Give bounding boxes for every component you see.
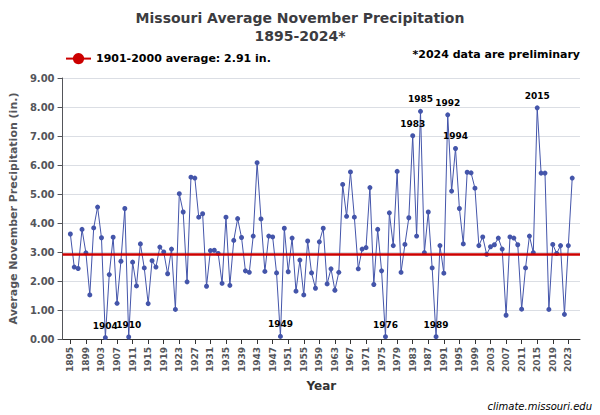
svg-text:2023: 2023	[563, 347, 573, 372]
svg-text:1975: 1975	[377, 347, 387, 372]
svg-text:1992: 1992	[435, 98, 460, 108]
svg-text:1995: 1995	[454, 347, 464, 372]
svg-text:1919: 1919	[159, 347, 169, 372]
svg-text:Average November Precipitation: Average November Precipitation (in.)	[7, 93, 20, 325]
svg-text:1904: 1904	[93, 321, 118, 331]
svg-text:1983: 1983	[408, 347, 418, 372]
svg-text:1967: 1967	[345, 347, 355, 372]
svg-text:1935: 1935	[221, 347, 231, 372]
svg-text:2015: 2015	[525, 91, 550, 101]
svg-text:1955: 1955	[299, 347, 309, 372]
svg-text:1915: 1915	[143, 347, 153, 372]
svg-text:1976: 1976	[373, 320, 398, 330]
svg-text:2007: 2007	[501, 347, 511, 372]
svg-text:1901-2000 average: 2.91 in.: 1901-2000 average: 2.91 in.	[96, 52, 271, 65]
svg-text:1931: 1931	[205, 347, 215, 372]
svg-text:1.00: 1.00	[30, 305, 55, 316]
svg-text:2011: 2011	[517, 347, 527, 372]
svg-text:*2024 data are preliminary: *2024 data are preliminary	[412, 48, 580, 61]
svg-text:1923: 1923	[174, 347, 184, 372]
svg-text:2019: 2019	[548, 347, 558, 372]
svg-text:1943: 1943	[252, 347, 262, 372]
svg-text:1971: 1971	[361, 347, 371, 372]
svg-text:1989: 1989	[424, 320, 449, 330]
svg-text:5.00: 5.00	[30, 189, 55, 200]
svg-text:2015: 2015	[532, 347, 542, 372]
svg-text:climate.missouri.edu: climate.missouri.edu	[488, 401, 592, 412]
svg-text:1999: 1999	[470, 347, 480, 372]
svg-text:7.00: 7.00	[30, 131, 55, 142]
svg-text:1985: 1985	[408, 94, 433, 104]
svg-text:1949: 1949	[268, 319, 293, 329]
svg-text:1899: 1899	[81, 347, 91, 372]
svg-text:1907: 1907	[112, 347, 122, 372]
svg-text:1987: 1987	[423, 347, 433, 372]
svg-text:3.00: 3.00	[30, 247, 55, 258]
svg-text:0.00: 0.00	[30, 334, 55, 345]
svg-text:Year: Year	[305, 379, 336, 393]
svg-text:4.00: 4.00	[30, 218, 55, 229]
svg-text:1910: 1910	[116, 320, 141, 330]
svg-text:Missouri Average November Prec: Missouri Average November Precipitation	[136, 10, 465, 26]
svg-text:6.00: 6.00	[30, 160, 55, 171]
svg-text:1991: 1991	[439, 347, 449, 372]
svg-text:1951: 1951	[283, 347, 293, 372]
svg-text:1947: 1947	[268, 347, 278, 372]
svg-text:1983: 1983	[400, 119, 425, 129]
svg-text:8.00: 8.00	[30, 102, 55, 113]
svg-text:1963: 1963	[330, 347, 340, 372]
svg-text:2.00: 2.00	[30, 276, 55, 287]
svg-text:1959: 1959	[314, 347, 324, 372]
svg-text:1927: 1927	[190, 347, 200, 372]
svg-text:1979: 1979	[392, 347, 402, 372]
svg-text:9.00: 9.00	[30, 73, 55, 84]
svg-text:1911: 1911	[128, 347, 138, 372]
svg-text:1895: 1895	[65, 347, 75, 372]
svg-text:1994: 1994	[443, 131, 468, 141]
svg-text:1939: 1939	[237, 347, 247, 372]
svg-text:2003: 2003	[486, 347, 496, 372]
svg-text:1903: 1903	[96, 347, 106, 372]
svg-text:1895-2024*: 1895-2024*	[254, 28, 346, 44]
